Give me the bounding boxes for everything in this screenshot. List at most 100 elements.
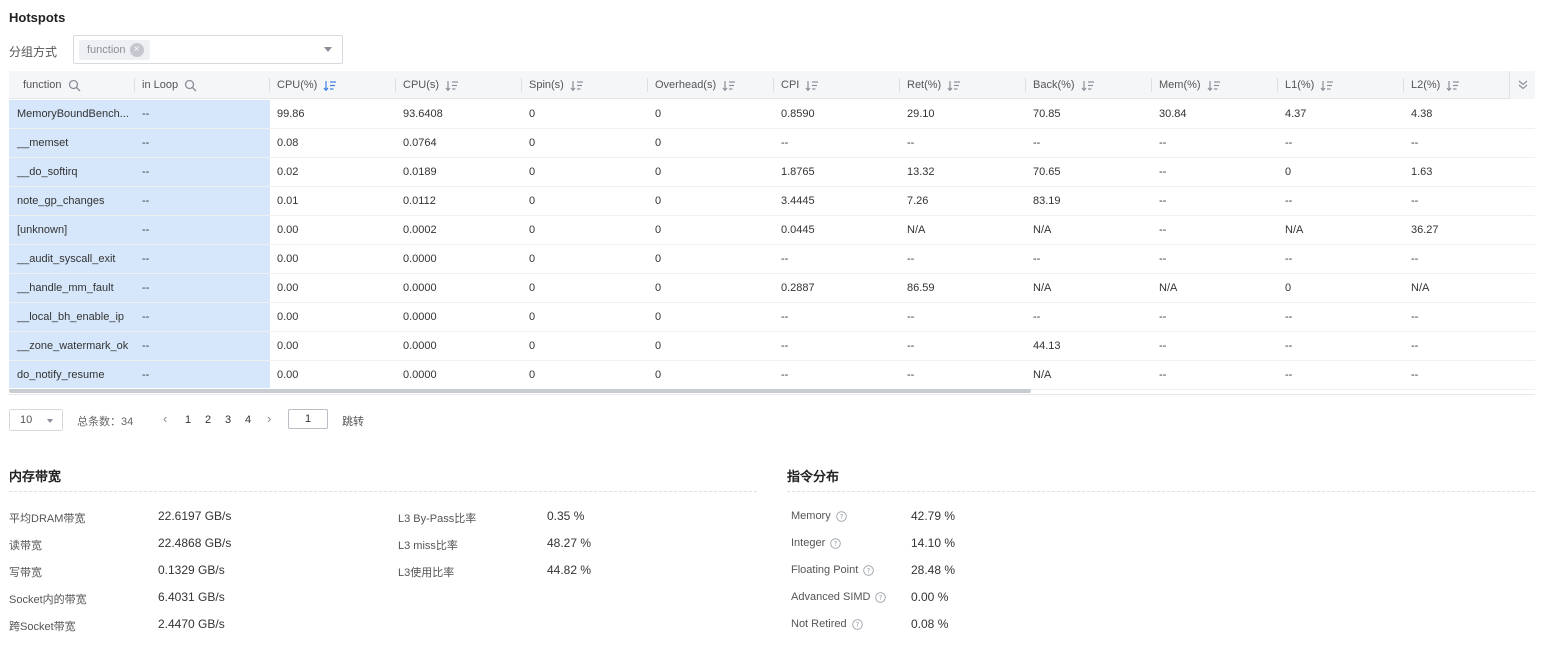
search-icon[interactable]: [68, 79, 81, 92]
table-cell[interactable]: do_notify_resume: [17, 369, 105, 381]
table-cell[interactable]: __handle_mm_fault: [17, 282, 114, 294]
table-row[interactable]: note_gp_changes -- 0.01 0.0112 0 0 3.4445 7.26 8…: [9, 187, 1535, 216]
table-cell[interactable]: __do_softirq: [17, 166, 78, 178]
table-cell: 93.6408: [403, 108, 443, 120]
column-separator: [1025, 78, 1026, 92]
column-expand-button[interactable]: [1509, 71, 1535, 99]
table-cell: N/A: [1033, 369, 1052, 381]
chevron-down-icon[interactable]: [324, 47, 332, 52]
table-cell: --: [142, 340, 150, 352]
table-row[interactable]: __do_softirq -- 0.02 0.0189 0 0 1.8765 13.32 70.…: [9, 158, 1535, 187]
table-cell[interactable]: __zone_watermark_ok: [17, 340, 129, 352]
svg-text:?: ?: [839, 513, 843, 521]
sort-icon[interactable]: [323, 80, 337, 91]
double-chevron-down-icon: [1518, 80, 1528, 90]
sort-icon[interactable]: [805, 80, 819, 91]
table-row[interactable]: [unknown] -- 0.00 0.0002 0 0 0.0445 N/A N/A -- N/A…: [9, 216, 1535, 245]
help-icon[interactable]: ?: [875, 591, 887, 603]
table-row[interactable]: MemoryBoundBench... -- 99.86 93.6408 0 0 0.859…: [9, 100, 1535, 129]
metric-label: 跨Socket带宽: [9, 618, 76, 634]
table-cell: --: [142, 108, 150, 120]
help-icon[interactable]: ?: [830, 537, 842, 549]
column-header[interactable]: L1(%): [1277, 71, 1403, 99]
page-1-button[interactable]: 1: [185, 414, 192, 426]
table-cell: --: [1033, 253, 1041, 265]
search-icon[interactable]: [184, 79, 197, 92]
sort-icon[interactable]: [570, 80, 584, 91]
column-header[interactable]: CPI: [773, 71, 899, 99]
metric-label-text: Floating Point: [791, 564, 859, 576]
help-icon[interactable]: ?: [835, 510, 847, 522]
group-by-chip: function ×: [79, 40, 150, 60]
table-cell[interactable]: __local_bh_enable_ip: [17, 311, 125, 323]
table-cell[interactable]: MemoryBoundBench...: [17, 108, 129, 120]
page-size-select[interactable]: 10: [9, 409, 63, 431]
metric-value: 14.10 %: [911, 536, 956, 550]
jump-button[interactable]: 跳转: [342, 416, 364, 428]
column-header-label: CPI: [781, 79, 800, 91]
column-separator: [1403, 78, 1404, 92]
group-by-label: 分组方式: [9, 45, 58, 59]
column-header[interactable]: Overhead(s): [647, 71, 773, 99]
table-cell: N/A: [1411, 282, 1430, 294]
metric-value: 28.48 %: [911, 563, 956, 577]
memory-bandwidth-title: 内存带宽: [9, 469, 62, 484]
table-cell: --: [907, 369, 915, 381]
sort-icon[interactable]: [445, 80, 459, 91]
table-cell: --: [1033, 137, 1041, 149]
table-cell: 70.65: [1033, 166, 1061, 178]
table-row[interactable]: __audit_syscall_exit -- 0.00 0.0000 0 0 -- -- --…: [9, 245, 1535, 274]
table-cell[interactable]: note_gp_changes: [17, 195, 105, 207]
column-header[interactable]: CPU(s): [395, 71, 521, 99]
page-2-button[interactable]: 2: [205, 414, 212, 426]
table-row[interactable]: __local_bh_enable_ip -- 0.00 0.0000 0 0 -- -- --…: [9, 303, 1535, 332]
column-header[interactable]: Ret(%): [899, 71, 1025, 99]
column-header[interactable]: CPU(%): [269, 71, 395, 99]
column-header-label: Back(%): [1033, 79, 1075, 91]
next-page-button[interactable]: ›: [267, 411, 272, 426]
table-row[interactable]: do_notify_resume -- 0.00 0.0000 0 0 -- -- N/A -- -…: [9, 361, 1535, 390]
jump-page-input[interactable]: 1: [288, 409, 328, 429]
column-header[interactable]: in Loop: [134, 71, 269, 99]
table-cell[interactable]: __audit_syscall_exit: [17, 253, 116, 265]
help-icon[interactable]: ?: [851, 618, 863, 630]
column-header-label: Ret(%): [907, 79, 942, 91]
metric-label: Socket内的带宽: [9, 591, 87, 607]
metric-label-text: 跨Socket带宽: [9, 621, 76, 633]
table-cell: 0: [529, 224, 536, 236]
column-header-label: in Loop: [142, 79, 179, 91]
sort-icon[interactable]: [1320, 80, 1334, 91]
sort-icon[interactable]: [722, 80, 736, 91]
chip-remove-icon[interactable]: ×: [129, 43, 144, 57]
sort-icon[interactable]: [1207, 80, 1221, 91]
table-cell: --: [142, 166, 150, 178]
metric-label: Memory?: [791, 510, 847, 522]
column-header[interactable]: Back(%): [1025, 71, 1151, 99]
column-header[interactable]: Spin(s): [521, 71, 647, 99]
page-title: Hotspots: [9, 10, 66, 25]
help-icon[interactable]: ?: [863, 564, 875, 576]
table-cell: --: [142, 253, 150, 265]
column-header[interactable]: Mem(%): [1151, 71, 1277, 99]
column-header[interactable]: L2(%): [1403, 71, 1513, 99]
group-by-select[interactable]: function ×: [73, 35, 343, 64]
column-separator: [1277, 78, 1278, 92]
table-cell[interactable]: [unknown]: [17, 224, 68, 236]
page-4-button[interactable]: 4: [245, 414, 252, 426]
horizontal-scrollbar[interactable]: [9, 389, 1031, 393]
prev-page-button[interactable]: ‹: [163, 411, 168, 426]
sort-icon[interactable]: [947, 80, 961, 91]
column-header[interactable]: function: [9, 71, 134, 99]
page-3-button[interactable]: 3: [225, 414, 232, 426]
sort-icon[interactable]: [1081, 80, 1095, 91]
table-row[interactable]: __memset -- 0.08 0.0764 0 0 -- -- -- -- -- --: [9, 129, 1535, 158]
table-row[interactable]: __handle_mm_fault -- 0.00 0.0000 0 0 0.2887 86.…: [9, 274, 1535, 303]
table-cell: 0: [655, 282, 662, 294]
sort-icon[interactable]: [1446, 80, 1460, 91]
table-cell: 0.00: [277, 311, 299, 323]
column-header-label: function: [23, 79, 62, 91]
table-row[interactable]: __zone_watermark_ok -- 0.00 0.0000 0 0 -- -- 44.…: [9, 332, 1535, 361]
table-cell: --: [1411, 311, 1419, 323]
table-cell[interactable]: __memset: [17, 137, 69, 149]
table-cell: 0.00: [277, 253, 299, 265]
